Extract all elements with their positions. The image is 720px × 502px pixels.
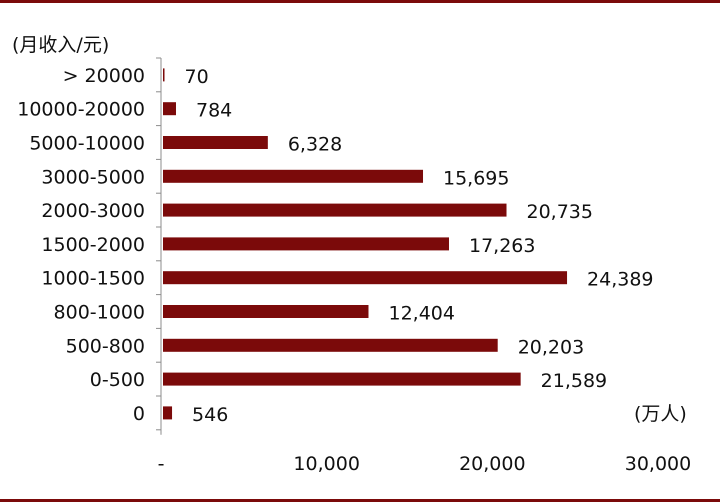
category-label: 800-1000	[54, 302, 145, 324]
x-tick-label: 20,000	[459, 453, 525, 475]
bottom-frame-line	[0, 499, 720, 502]
category-label: 5000-10000	[29, 133, 145, 155]
data-label: 17,263	[469, 235, 535, 257]
data-label: 12,404	[388, 303, 454, 325]
bar	[163, 68, 165, 82]
bar	[163, 102, 176, 116]
x-tick-label: 10,000	[293, 453, 359, 475]
bar	[163, 169, 424, 183]
category-label: 0	[133, 403, 145, 425]
category-label: > 20000	[63, 65, 145, 87]
bar	[163, 203, 507, 217]
y-axis-unit-label: (月收入/元)	[12, 34, 110, 56]
data-label: 6,328	[288, 134, 342, 156]
category-label: 1000-1500	[41, 268, 145, 290]
category-label: 3000-5000	[41, 166, 145, 188]
bar	[163, 338, 498, 352]
data-label: 20,735	[527, 201, 593, 223]
category-label: 1500-2000	[41, 234, 145, 256]
category-label: 500-800	[66, 335, 145, 357]
category-label: 10000-20000	[17, 99, 145, 121]
data-label: 15,695	[443, 167, 509, 189]
data-label: 546	[192, 404, 228, 426]
bar	[163, 372, 521, 386]
bar	[163, 305, 369, 318]
data-label: 70	[185, 66, 209, 88]
bar	[163, 406, 173, 420]
bar	[163, 237, 449, 251]
bar	[163, 136, 268, 149]
data-label: 20,203	[518, 336, 584, 358]
data-label: 24,389	[587, 269, 653, 291]
category-label: 2000-3000	[41, 200, 145, 222]
x-tick-label: -	[158, 453, 165, 475]
x-axis-unit-label: (万人)	[634, 403, 687, 425]
data-label: 21,589	[541, 370, 607, 392]
data-label: 784	[196, 100, 232, 122]
bar	[163, 271, 568, 285]
category-label: 0-500	[90, 369, 145, 391]
top-frame-line	[0, 0, 720, 3]
x-tick-label: 30,000	[625, 453, 691, 475]
